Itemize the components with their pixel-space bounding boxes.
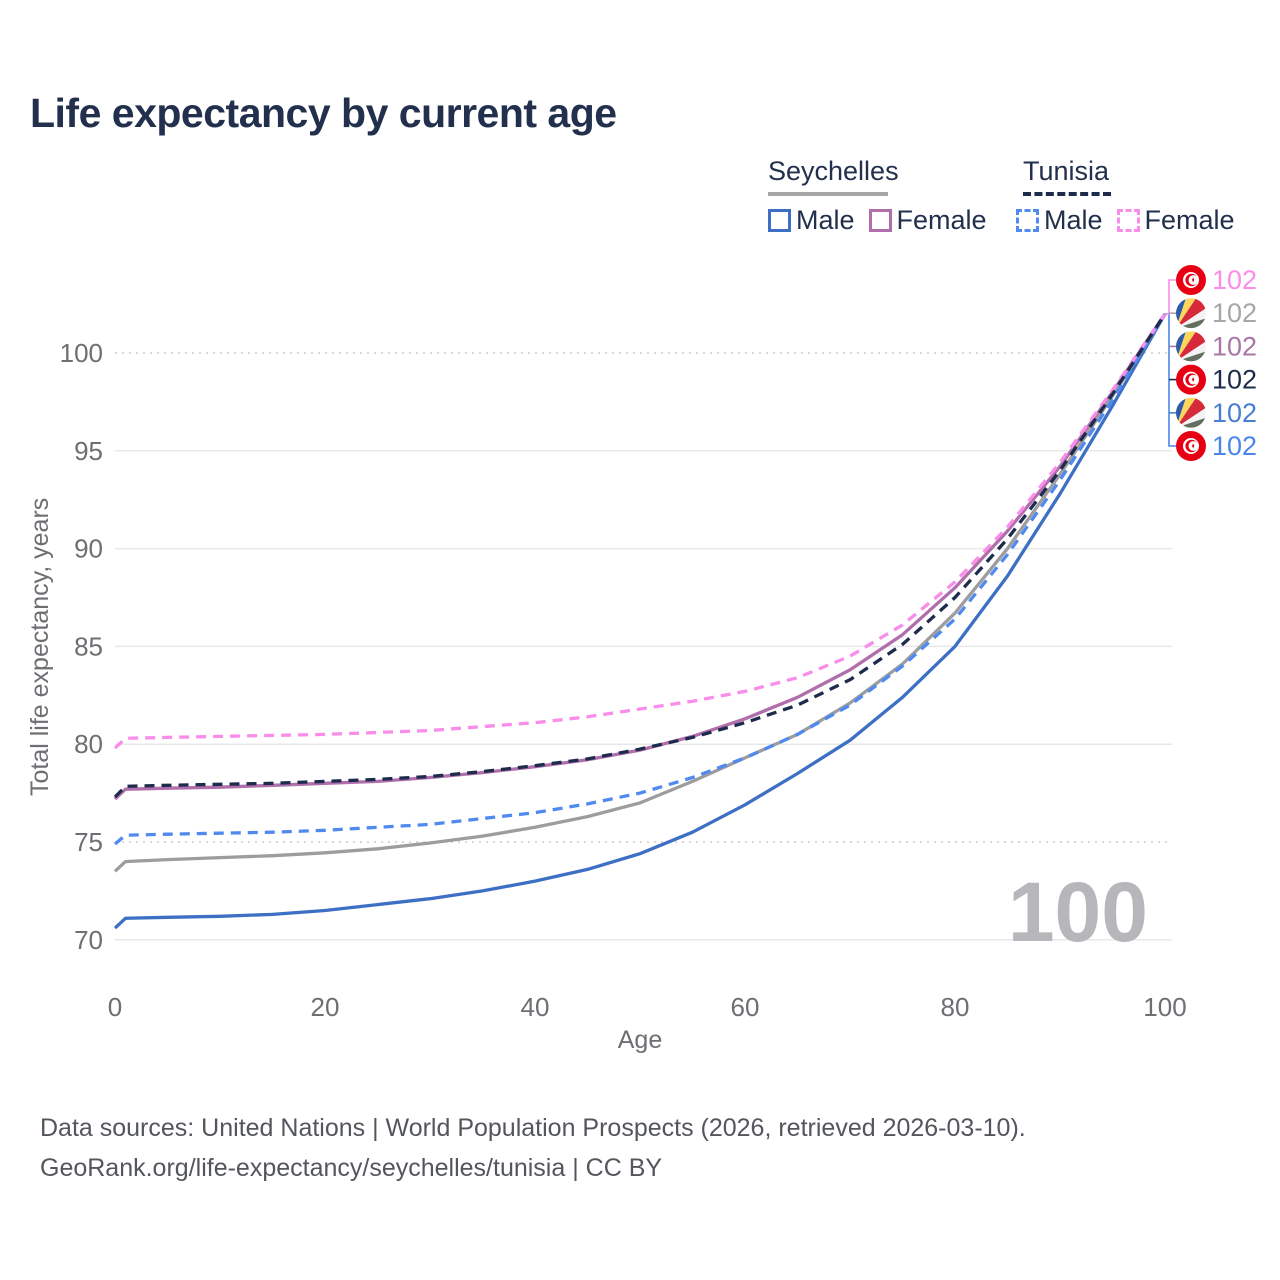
legend-item-tunisia-male[interactable]: Male bbox=[1016, 205, 1103, 236]
y-tick-label: 95 bbox=[74, 436, 103, 466]
end-value-label: 102 bbox=[1212, 265, 1257, 295]
x-tick-label: 0 bbox=[108, 992, 122, 1022]
tunisia-female-swatch[interactable] bbox=[1116, 209, 1140, 232]
seychelles-line-style-swatch bbox=[768, 192, 888, 196]
legend-item-tunisia-female[interactable]: Female bbox=[1116, 205, 1235, 236]
legend-item-seychelles-male[interactable]: Male bbox=[768, 205, 855, 236]
gridlines bbox=[115, 352, 1172, 941]
tunisia-flag-icon bbox=[1176, 364, 1206, 395]
x-tick-label: 40 bbox=[521, 992, 550, 1022]
seychelles-flag-icon bbox=[1176, 331, 1206, 362]
legend-group-seychelles: Seychelles Male Female bbox=[768, 156, 987, 236]
tunisia-flag-icon bbox=[1176, 431, 1206, 461]
series-line-seychelles-female[interactable] bbox=[113, 312, 1167, 801]
end-value-label: 102 bbox=[1212, 298, 1257, 328]
seychelles-male-swatch[interactable] bbox=[768, 209, 791, 232]
x-tick-labels: 0 20 40 60 80 100 bbox=[108, 992, 1187, 1022]
y-tick-label: 70 bbox=[74, 925, 103, 955]
attribution-text: GeoRank.org/life-expectancy/seychelles/t… bbox=[40, 1154, 663, 1182]
page-title: Life expectancy by current age bbox=[30, 90, 617, 136]
series-lines bbox=[113, 312, 1167, 930]
footer: Data sources: United Nations | World Pop… bbox=[40, 1108, 1026, 1188]
tunisia-flag-icon bbox=[1176, 265, 1206, 295]
y-tick-label: 80 bbox=[74, 729, 103, 759]
end-value-label: 102 bbox=[1212, 331, 1257, 361]
seychelles-female-swatch[interactable] bbox=[868, 209, 892, 232]
legend-header-tunisia[interactable]: Tunisia bbox=[1023, 156, 1110, 186]
y-tick-label: 100 bbox=[60, 338, 103, 368]
y-tick-label: 90 bbox=[74, 534, 103, 564]
legend-group-tunisia: Tunisia Male Female bbox=[1016, 156, 1235, 236]
legend-item-seychelles-female[interactable]: Female bbox=[868, 205, 987, 236]
data-sources-text: Data sources: United Nations | World Pop… bbox=[40, 1114, 1026, 1142]
series-line-tunisia[interactable] bbox=[113, 312, 1167, 799]
x-tick-label: 100 bbox=[1143, 992, 1186, 1022]
end-value-label: 102 bbox=[1212, 365, 1257, 395]
y-axis-title: Total life expectancy, years bbox=[26, 497, 54, 797]
y-tick-label: 75 bbox=[74, 827, 103, 857]
tunisia-line-style-swatch bbox=[1023, 192, 1111, 196]
x-tick-label: 60 bbox=[731, 992, 760, 1022]
end-value-label: 102 bbox=[1212, 398, 1257, 428]
tunisia-male-swatch[interactable] bbox=[1016, 209, 1039, 232]
x-axis-title: Age bbox=[617, 1026, 663, 1054]
watermark-age-label: 100 bbox=[1008, 865, 1148, 959]
x-tick-label: 20 bbox=[311, 992, 340, 1022]
y-tick-label: 85 bbox=[74, 631, 103, 661]
series-line-tunisia-male[interactable] bbox=[113, 313, 1167, 846]
x-tick-label: 80 bbox=[941, 992, 970, 1022]
series-line-seychelles-male[interactable] bbox=[113, 313, 1167, 930]
seychelles-flag-icon bbox=[1176, 298, 1206, 329]
legend-label: Male bbox=[1044, 205, 1103, 235]
legend-label: Female bbox=[896, 205, 987, 235]
seychelles-flag-icon bbox=[1176, 397, 1206, 428]
y-tick-labels: 70 75 80 85 90 95 100 bbox=[60, 338, 103, 955]
legend-header-seychelles[interactable]: Seychelles bbox=[768, 156, 899, 186]
series-line-seychelles[interactable] bbox=[113, 313, 1167, 873]
legend-label: Female bbox=[1144, 205, 1235, 235]
end-value-label: 102 bbox=[1212, 431, 1257, 461]
legend-label: Male bbox=[796, 205, 855, 235]
